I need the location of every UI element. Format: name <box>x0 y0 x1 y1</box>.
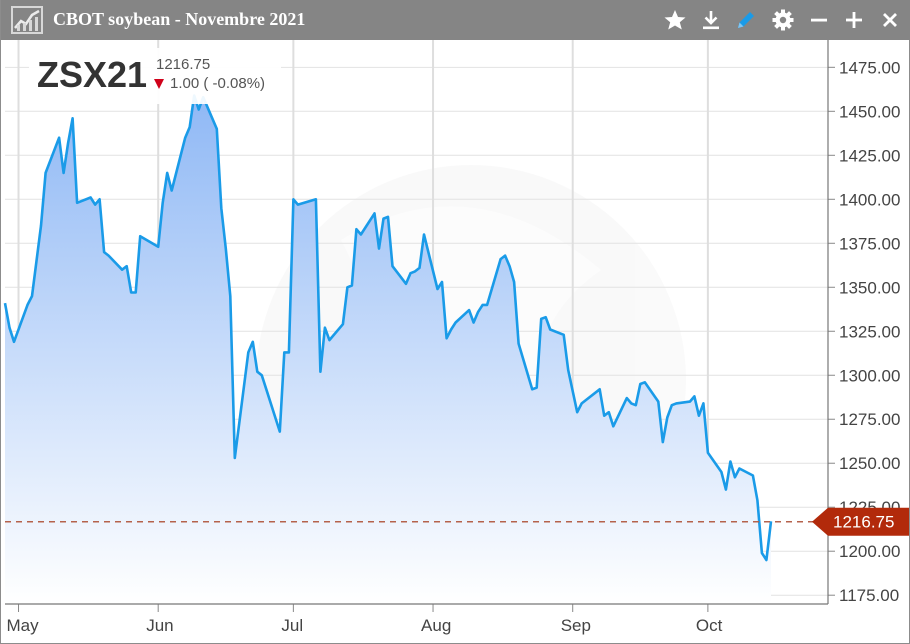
price-area <box>5 95 771 604</box>
y-tick-label: 1425.00 <box>839 146 900 165</box>
pen-icon[interactable] <box>734 8 758 32</box>
download-icon[interactable] <box>699 8 723 32</box>
x-tick-label: Sep <box>561 616 591 635</box>
price-line <box>3 94 773 562</box>
gear-icon[interactable] <box>771 8 795 32</box>
window-title: CBOT soybean - Novembre 2021 <box>53 9 306 29</box>
chart-area[interactable]: 1175.00 1200.00 1225.00 1250.00 1275.00 1300.… <box>1 40 910 644</box>
y-tick-label: 1475.00 <box>839 58 900 77</box>
x-tick-label: Jul <box>281 616 303 635</box>
last-price: 1216.75 <box>156 56 211 73</box>
x-tick-label: May <box>7 616 40 635</box>
y-tick-label: 1300.00 <box>839 366 900 385</box>
x-tick-label: Jun <box>146 616 173 635</box>
y-tick-label: 1175.00 <box>839 586 899 605</box>
close-icon[interactable] <box>878 8 902 32</box>
x-tick-label: Aug <box>421 616 451 635</box>
quote-box: ZSX21 1216.75 1.00 ( -0.08%) <box>29 48 281 104</box>
x-tick-label: Oct <box>696 616 723 635</box>
down-arrow-icon <box>154 79 164 89</box>
y-tick-label: 1450.00 <box>839 102 900 121</box>
last-price-tag: 1216.75 <box>812 507 909 536</box>
y-tick-label: 1375.00 <box>839 234 900 253</box>
add-icon[interactable] <box>842 8 866 32</box>
y-tick-label: 1250.00 <box>839 454 900 473</box>
title-bar: CBOT soybean - Novembre 2021 <box>1 0 910 40</box>
y-tick-label: 1275.00 <box>839 410 900 429</box>
price-chart[interactable]: 1175.001200.001225.001250.001275.001300.… <box>1 40 910 644</box>
symbol-label: ZSX21 <box>37 54 148 95</box>
change-row: 1.00 ( -0.08%) <box>154 75 265 92</box>
last-price-tag-label: 1216.75 <box>833 513 894 532</box>
y-tick-label: 1200.00 <box>839 542 900 561</box>
y-tick-label: 1400.00 <box>839 190 900 209</box>
minimize-icon[interactable] <box>807 8 831 32</box>
y-tick-label: 1350.00 <box>839 278 900 297</box>
star-icon[interactable] <box>663 8 687 32</box>
y-tick-label: 1325.00 <box>839 322 900 341</box>
last-price-tag-shape <box>812 507 909 536</box>
chart-icon <box>11 6 43 34</box>
price-change: 1.00 ( -0.08%) <box>170 75 266 92</box>
